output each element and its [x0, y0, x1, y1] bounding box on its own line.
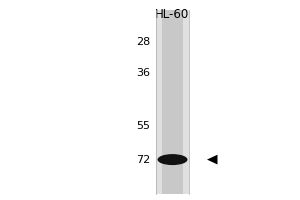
Text: 36: 36 — [136, 68, 150, 78]
Text: 72: 72 — [136, 155, 150, 165]
Bar — [156, 10, 189, 194]
Polygon shape — [207, 155, 217, 164]
Text: 28: 28 — [136, 37, 150, 47]
Text: HL-60: HL-60 — [155, 8, 190, 21]
Ellipse shape — [158, 154, 188, 165]
Text: 55: 55 — [136, 121, 150, 131]
Bar — [162, 10, 183, 194]
